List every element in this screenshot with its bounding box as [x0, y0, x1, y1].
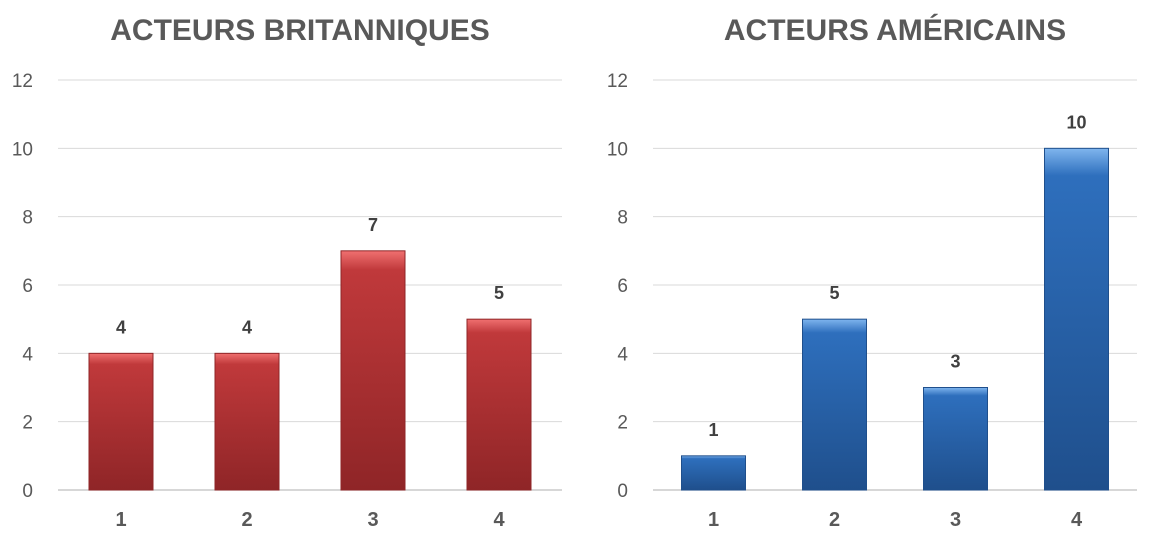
data-label: 4: [242, 317, 252, 337]
chart-british-actors-svg: ACTEURS BRITANNIQUES 0 2 4 6 8 10 12 4 1 4 2 7 3 5 4: [12, 14, 562, 531]
bar: [923, 387, 988, 491]
x-tick-label: 1: [708, 509, 719, 531]
data-label: 5: [829, 283, 839, 303]
chart-american-actors: ACTEURS AMÉRICAINS 0 2 4 6 8 10 12 1 1 5 2 3 3 10 4: [575, 0, 1150, 539]
x-tick-label: 2: [241, 509, 252, 531]
y-tick-label: 0: [22, 481, 33, 502]
y-tick-label: 12: [12, 71, 33, 92]
chart-title: ACTEURS AMÉRICAINS: [724, 13, 1066, 47]
y-tick-label: 8: [22, 208, 33, 229]
data-label: 5: [494, 283, 504, 303]
y-tick-label: 6: [617, 276, 628, 297]
bar: [681, 455, 746, 491]
y-tick-label: 2: [22, 413, 33, 434]
data-label: 4: [116, 317, 126, 337]
bar: [466, 318, 532, 491]
x-tick-label: 4: [493, 509, 505, 531]
y-tick-label: 8: [617, 208, 628, 229]
y-tick-label: 2: [617, 413, 628, 434]
x-tick-label: 3: [367, 509, 378, 531]
data-label: 3: [950, 352, 960, 372]
x-tick-label: 4: [1071, 509, 1083, 531]
bar: [802, 318, 867, 491]
chart-title: ACTEURS BRITANNIQUES: [110, 14, 489, 47]
chart-american-actors-svg: ACTEURS AMÉRICAINS 0 2 4 6 8 10 12 1 1 5 2 3 3 10 4: [607, 13, 1137, 531]
bar: [88, 352, 154, 491]
bar: [340, 250, 406, 491]
bar: [1044, 147, 1109, 491]
data-label: 7: [368, 215, 378, 235]
x-tick-label: 3: [950, 509, 961, 531]
y-tick-label: 0: [617, 481, 628, 502]
data-label: 10: [1066, 112, 1086, 132]
y-tick-label: 6: [22, 276, 33, 297]
y-tick-label: 10: [12, 139, 33, 160]
data-label: 1: [708, 420, 718, 440]
y-tick-label: 12: [607, 71, 628, 92]
x-tick-label: 1: [115, 509, 126, 531]
x-tick-label: 2: [829, 509, 840, 531]
y-tick-label: 4: [617, 344, 628, 365]
bar: [214, 352, 280, 491]
chart-british-actors: ACTEURS BRITANNIQUES 0 2 4 6 8 10 12 4 1 4 2 7 3 5 4: [12, 14, 562, 531]
y-tick-label: 10: [607, 139, 628, 160]
y-tick-label: 4: [22, 344, 33, 365]
